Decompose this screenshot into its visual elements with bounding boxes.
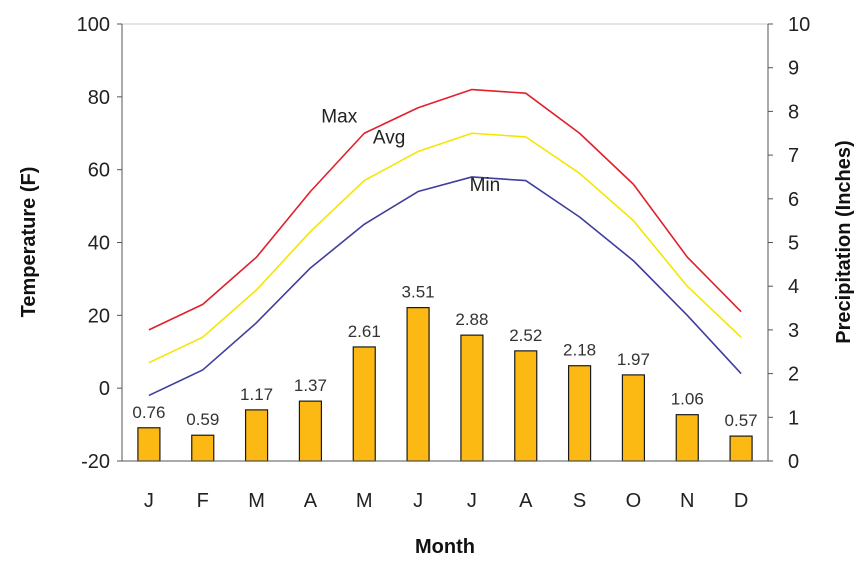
precip-data-label: 1.06 xyxy=(671,390,704,409)
y2-tick-label: 1 xyxy=(788,407,799,429)
y2-tick-label: 2 xyxy=(788,364,799,386)
plot-border xyxy=(121,23,769,462)
precip-data-label: 2.88 xyxy=(455,310,488,329)
y2-tick-label: 5 xyxy=(788,233,799,255)
precip-data-label: 0.59 xyxy=(186,410,219,429)
precip-data-label: 1.17 xyxy=(240,385,273,404)
precip-data-label: 0.76 xyxy=(132,403,165,422)
precip-data-label: 2.61 xyxy=(348,322,381,341)
series-line-min xyxy=(148,176,742,397)
x-tick-label: J xyxy=(413,490,423,512)
x-tick-label: J xyxy=(467,490,477,512)
precip-data-label: 2.52 xyxy=(509,326,542,345)
x-tick-label: S xyxy=(573,490,586,512)
precip-bar xyxy=(352,346,376,462)
y-tick-label: -20 xyxy=(81,451,110,473)
temperature-lines xyxy=(148,88,742,397)
y2-tick-label: 0 xyxy=(788,451,799,473)
precip-bar xyxy=(729,435,753,462)
x-tick-label: D xyxy=(734,490,748,512)
y2-tick-label: 6 xyxy=(788,189,799,211)
x-tick-label: N xyxy=(680,490,694,512)
plot-area xyxy=(121,23,769,462)
series-label-avg: Avg xyxy=(373,127,405,148)
precip-data-label: 1.97 xyxy=(617,350,650,369)
y2-axis-title: Precipitation (Inches) xyxy=(833,140,855,343)
series-line-max xyxy=(148,88,742,331)
precip-bar xyxy=(567,365,592,462)
y2-tick-label: 10 xyxy=(788,14,810,36)
x-tick-label: M xyxy=(248,490,265,512)
y-tick-label: 60 xyxy=(88,160,110,182)
y2-tick-label: 7 xyxy=(788,145,799,167)
data-labels: 0.76 0.59 1.17 1.37 2.61 3.51 2.88 2.52 2.18 1.97… xyxy=(132,106,757,430)
x-tick-label: M xyxy=(356,490,373,512)
y-tick-label: 40 xyxy=(88,233,110,255)
precip-bar xyxy=(137,427,161,462)
precip-bar xyxy=(460,334,484,462)
precip-data-label: 1.37 xyxy=(294,376,327,395)
precip-data-label: 3.51 xyxy=(402,283,435,302)
precip-data-label: 2.18 xyxy=(563,341,596,360)
x-tick-label: O xyxy=(626,490,642,512)
y-axis-title: Temperature (F) xyxy=(18,167,40,318)
precip-bar xyxy=(191,434,215,462)
x-tick-label: A xyxy=(304,490,318,512)
y2-tick-label: 9 xyxy=(788,58,799,80)
x-tick-label: F xyxy=(197,490,209,512)
series-label-min: Min xyxy=(470,175,501,196)
precip-data-label: 0.57 xyxy=(725,411,758,430)
series-label-max: Max xyxy=(321,106,357,127)
y-tick-label: 20 xyxy=(88,305,110,327)
series-line-avg xyxy=(148,132,742,364)
x-tick-label: J xyxy=(144,490,154,512)
precip-bar xyxy=(621,374,646,462)
precip-bar xyxy=(298,400,323,462)
precip-bar xyxy=(675,414,699,462)
y-tick-label: 100 xyxy=(77,14,110,36)
y-tick-label: 0 xyxy=(99,378,110,400)
y2-tick-label: 4 xyxy=(788,276,799,298)
y-tick-label: 80 xyxy=(88,87,110,109)
precip-bar xyxy=(514,350,538,462)
y2-tick-label: 8 xyxy=(788,101,799,123)
x-tick-label: A xyxy=(519,490,533,512)
precip-bar xyxy=(244,409,269,462)
precipitation-bars xyxy=(137,307,753,462)
y2-tick-label: 3 xyxy=(788,320,799,342)
x-axis-title: Month xyxy=(415,536,475,558)
precip-bar xyxy=(406,307,430,462)
